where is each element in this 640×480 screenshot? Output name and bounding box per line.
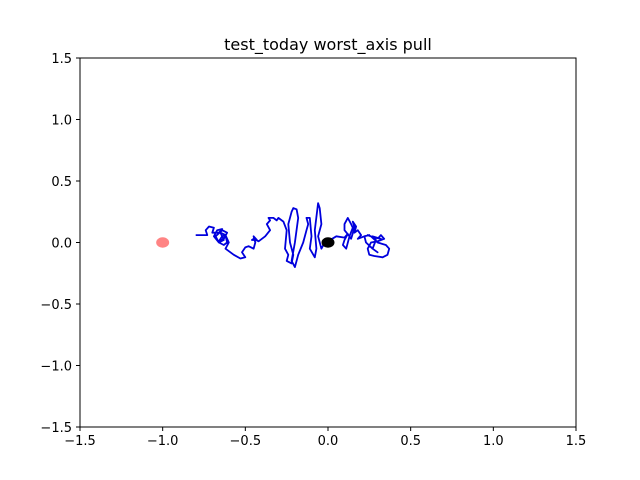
current-marker bbox=[321, 237, 335, 248]
x-tick-label: 0.0 bbox=[318, 434, 339, 449]
y-tick-label: 1.0 bbox=[51, 114, 72, 129]
y-axis: −1.5 −1.0 −0.5 0.0 0.5 1.0 1.5 bbox=[40, 52, 80, 436]
x-tick-label: −1.0 bbox=[147, 434, 179, 449]
axes-frame bbox=[79, 57, 577, 428]
y-tick-label: 0.0 bbox=[51, 237, 72, 252]
chart-title: test_today worst_axis pull bbox=[224, 35, 432, 55]
y-tick-label: 0.5 bbox=[51, 175, 72, 190]
x-axis: −1.5 −1.0 −0.5 0.0 0.5 1.0 1.5 bbox=[64, 427, 586, 449]
x-tick-label: −1.5 bbox=[64, 434, 96, 449]
y-tick-label: −1.0 bbox=[40, 360, 72, 375]
target-marker bbox=[156, 237, 170, 248]
y-tick-label: −0.5 bbox=[40, 298, 72, 313]
series-line-0 bbox=[195, 202, 391, 268]
x-tick-label: 1.5 bbox=[566, 434, 587, 449]
x-tick-label: 0.5 bbox=[400, 434, 421, 449]
y-tick-label: −1.5 bbox=[40, 421, 72, 436]
y-tick-label: 1.5 bbox=[51, 52, 72, 67]
x-tick-label: 1.0 bbox=[483, 434, 504, 449]
plot-area bbox=[156, 202, 391, 268]
x-tick-label: −0.5 bbox=[230, 434, 262, 449]
